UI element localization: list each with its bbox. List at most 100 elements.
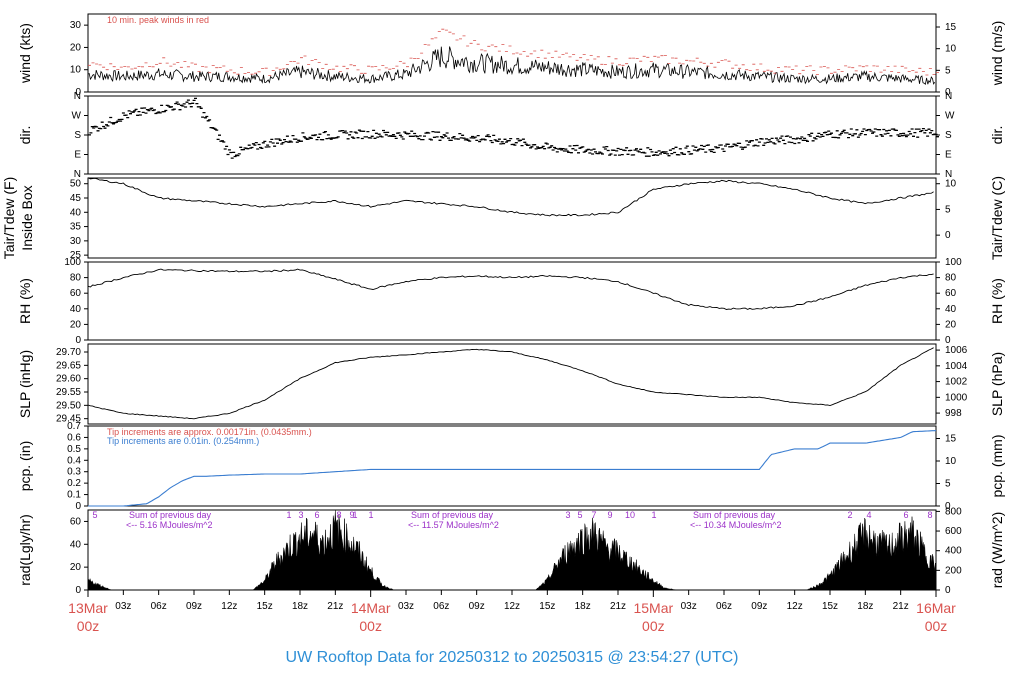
slp-right-tick-label: 1000 [945, 392, 968, 403]
rh-left-axis-label: RH (%) [17, 278, 33, 324]
rad-right-tick-label: 0 [945, 585, 951, 596]
dir-right-tick-label: S [945, 130, 952, 141]
x-hour-tick-label: 09z [751, 601, 767, 612]
x-hour-tick-label: 03z [115, 601, 131, 612]
dir-right-tick-label: N [945, 91, 952, 102]
pcp-left-tick-label: 0.6 [67, 432, 81, 443]
rad-right-tick-label: 200 [945, 565, 962, 576]
temp-left-tick-label: 40 [70, 207, 82, 218]
rad-left-tick-label: 20 [70, 562, 82, 573]
slp-right-tick-label: 1002 [945, 377, 968, 388]
x-hour-tick-label: 06z [151, 601, 167, 612]
temp-right-tick-label: 5 [945, 204, 951, 215]
rad-left-tick-label: 0 [75, 585, 81, 596]
x-hour-tick-label: 03z [398, 601, 414, 612]
temp-right-tick-label: 0 [945, 230, 951, 241]
panel-frame-wind [87, 13, 937, 93]
rad-hour-mark: 5 [577, 510, 582, 520]
slp-left-tick-label: 29.50 [56, 400, 81, 411]
pcp-left-tick-label: 0 [75, 501, 81, 512]
rad-hour-mark: 1 [368, 510, 373, 520]
x-hour-tick-label: 18z [857, 601, 873, 612]
x-hour-tick-label: 21z [610, 601, 626, 612]
rad-right-tick-label: 400 [945, 546, 962, 557]
rh-right-tick-label: 100 [945, 257, 962, 268]
x-day-time-label: 00z [925, 618, 948, 634]
panel-frame-slp [87, 343, 937, 425]
rh-right-tick-label: 80 [945, 273, 957, 284]
temp-left-axis-label-1: Tair/Tdew (F) [1, 177, 17, 259]
wind-peak-note: 10 min. peak winds in red [107, 15, 209, 25]
temp-right-tick-label: 10 [945, 179, 957, 190]
rad-hour-mark: 10 [625, 510, 635, 520]
dir-left-tick-label: N [74, 169, 81, 180]
x-hour-tick-label: 12z [504, 601, 520, 612]
wind-left-tick-label: 10 [70, 65, 82, 76]
rad-series-area [87, 510, 937, 591]
slp-left-tick-label: 29.65 [56, 360, 81, 371]
x-hour-tick-label: 09z [186, 601, 202, 612]
rad-hour-mark: 1 [651, 510, 656, 520]
rad-hour-mark: 3 [298, 510, 303, 520]
temp-left-tick-label: 30 [70, 236, 82, 247]
panel-frame-rh [87, 261, 937, 341]
pcp-left-tick-label: 0.1 [67, 490, 81, 501]
x-hour-tick-label: 21z [893, 601, 909, 612]
temp-left-tick-label: 35 [70, 222, 82, 233]
x-day-time-label: 00z [642, 618, 665, 634]
dir-left-tick-label: S [74, 130, 81, 141]
wind-right-tick-label: 10 [945, 44, 957, 55]
temp-right-axis-label: Tair/Tdew (C) [989, 176, 1005, 260]
x-day-label: 16Mar [916, 600, 956, 616]
rad-hour-mark: 7 [591, 510, 596, 520]
rad-hour-mark: 1 [286, 510, 291, 520]
pcp-left-tick-label: 0.2 [67, 478, 81, 489]
x-day-label: 13Mar [68, 600, 108, 616]
pcp-left-axis-label: pcp. (in) [17, 441, 33, 492]
rad-day-sum-value: <-- 11.57 MJoules/m^2 [408, 520, 499, 530]
x-hour-tick-label: 15z [822, 601, 838, 612]
wind-right-tick-label: 15 [945, 22, 957, 33]
pcp-left-tick-label: 0.3 [67, 467, 81, 478]
temp-left-axis-label-2: Inside Box [19, 185, 35, 250]
rh-right-tick-label: 60 [945, 288, 957, 299]
rad-left-tick-label: 40 [70, 539, 82, 550]
rh-right-tick-label: 0 [945, 335, 951, 346]
rad-day-sum-label: Sum of previous day [411, 510, 494, 520]
chart-title: UW Rooftop Data for 20250312 to 20250315… [285, 649, 739, 666]
rad-day-sum-label: Sum of previous day [129, 510, 212, 520]
dir-right-tick-label: E [945, 150, 952, 161]
rad-hour-mark: 2 [847, 510, 852, 520]
rad-hour-mark: 8 [927, 510, 932, 520]
x-day-label: 15Mar [633, 600, 673, 616]
wind-right-tick-label: 0 [945, 87, 951, 98]
pcp-right-tick-label: 15 [945, 434, 957, 445]
rh-left-tick-label: 20 [70, 319, 82, 330]
slp-left-tick-label: 29.70 [56, 347, 81, 358]
pcp-series-line [88, 430, 937, 507]
x-hour-tick-label: 06z [716, 601, 732, 612]
wind-left-axis-label: wind (kts) [17, 23, 33, 84]
rad-left-axis-label: rad(Lgly/hr) [17, 514, 33, 586]
pcp-right-tick-label: 5 [945, 479, 951, 490]
pcp-left-tick-label: 0.7 [67, 421, 81, 432]
slp-series-line [87, 347, 934, 420]
pcp-left-tick-label: 0.4 [67, 455, 81, 466]
wind-left-tick-label: 30 [70, 20, 82, 31]
x-hour-tick-label: 18z [575, 601, 591, 612]
rh-left-tick-label: 0 [75, 335, 81, 346]
x-hour-tick-label: 06z [433, 601, 449, 612]
slp-left-tick-label: 29.45 [56, 414, 81, 425]
rad-day-sum-value: <-- 5.16 MJoules/m^2 [126, 520, 213, 530]
dir-left-axis-label: dir. [17, 126, 33, 145]
temp-left-tick-label: 25 [70, 250, 82, 261]
panel-frame-temp [87, 177, 937, 259]
slp-left-tick-label: 29.55 [56, 387, 81, 398]
rh-left-tick-label: 100 [64, 257, 81, 268]
rad-hour-mark: 1 [352, 510, 357, 520]
wind-right-tick-label: 5 [945, 65, 951, 76]
rad-hour-mark: 9 [607, 510, 612, 520]
x-hour-tick-label: 03z [681, 601, 697, 612]
pcp-right-tick-label: 0 [945, 501, 951, 512]
